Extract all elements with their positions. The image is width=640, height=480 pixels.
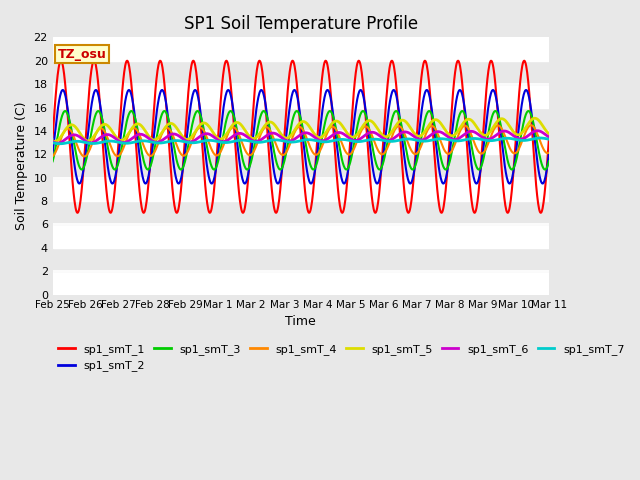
sp1_smT_1 xyxy=(437,209,445,215)
sp1_smT_6 xyxy=(100,132,108,138)
sp1_smT_5 xyxy=(250,136,258,142)
sp1_smT_2 xyxy=(446,151,454,156)
sp1_smT_7 xyxy=(56,141,64,146)
sp1_smT_7 xyxy=(49,140,56,145)
sp1_smT_6 xyxy=(250,138,258,144)
sp1_smT_3 xyxy=(161,108,168,114)
sp1_smT_1 xyxy=(189,58,197,64)
sp1_smT_5 xyxy=(51,139,58,144)
sp1_smT_5 xyxy=(268,120,276,125)
sp1_smT_2 xyxy=(437,175,445,181)
sp1_smT_1 xyxy=(74,210,81,216)
sp1_smT_2 xyxy=(268,156,276,162)
sp1_smT_3 xyxy=(390,109,398,115)
Bar xyxy=(52,61,549,84)
sp1_smT_6 xyxy=(268,130,276,136)
sp1_smT_4 xyxy=(545,150,553,156)
sp1_smT_2 xyxy=(92,87,100,93)
sp1_smT_7 xyxy=(268,137,276,143)
sp1_smT_3 xyxy=(99,121,107,127)
sp1_smT_6 xyxy=(445,135,453,141)
Line: sp1_smT_5: sp1_smT_5 xyxy=(52,118,549,142)
Bar xyxy=(52,37,549,61)
Bar xyxy=(52,271,549,295)
sp1_smT_2 xyxy=(100,131,108,137)
sp1_smT_1 xyxy=(446,135,454,141)
sp1_smT_4 xyxy=(100,128,108,133)
sp1_smT_7 xyxy=(250,139,258,145)
Title: SP1 Soil Temperature Profile: SP1 Soil Temperature Profile xyxy=(184,15,418,33)
sp1_smT_4 xyxy=(390,129,398,134)
Line: sp1_smT_6: sp1_smT_6 xyxy=(52,131,549,143)
sp1_smT_3 xyxy=(545,158,553,164)
Bar xyxy=(52,201,549,225)
sp1_smT_1 xyxy=(545,134,553,140)
Bar xyxy=(52,154,549,178)
Bar xyxy=(52,108,549,131)
sp1_smT_1 xyxy=(49,134,56,140)
sp1_smT_2 xyxy=(545,150,553,156)
sp1_smT_5 xyxy=(531,115,538,121)
Line: sp1_smT_7: sp1_smT_7 xyxy=(52,138,549,144)
sp1_smT_1 xyxy=(250,91,258,96)
sp1_smT_6 xyxy=(49,139,56,144)
X-axis label: Time: Time xyxy=(285,315,316,328)
sp1_smT_3 xyxy=(111,167,118,172)
sp1_smT_1 xyxy=(100,156,108,162)
sp1_smT_5 xyxy=(390,126,398,132)
sp1_smT_4 xyxy=(250,148,258,154)
sp1_smT_2 xyxy=(390,88,398,94)
Line: sp1_smT_1: sp1_smT_1 xyxy=(52,61,549,213)
sp1_smT_7 xyxy=(536,135,544,141)
sp1_smT_6 xyxy=(545,134,553,140)
sp1_smT_4 xyxy=(268,131,276,137)
Bar xyxy=(52,225,549,248)
Bar xyxy=(52,248,549,271)
sp1_smT_7 xyxy=(436,136,444,142)
sp1_smT_4 xyxy=(81,154,88,159)
sp1_smT_2 xyxy=(250,122,258,128)
sp1_smT_2 xyxy=(49,150,56,156)
sp1_smT_3 xyxy=(250,143,258,149)
sp1_smT_6 xyxy=(436,129,444,135)
Legend: sp1_smT_1, sp1_smT_2, sp1_smT_3, sp1_smT_4, sp1_smT_5, sp1_smT_6, sp1_smT_7: sp1_smT_1, sp1_smT_2, sp1_smT_3, sp1_smT… xyxy=(58,344,625,372)
sp1_smT_3 xyxy=(437,155,445,160)
Bar xyxy=(52,84,549,108)
sp1_smT_5 xyxy=(100,121,108,127)
sp1_smT_6 xyxy=(54,140,61,146)
sp1_smT_1 xyxy=(390,67,398,73)
sp1_smT_5 xyxy=(49,138,56,144)
sp1_smT_6 xyxy=(390,135,398,141)
Y-axis label: Soil Temperature (C): Soil Temperature (C) xyxy=(15,102,28,230)
Bar xyxy=(52,178,549,201)
sp1_smT_4 xyxy=(49,153,56,159)
sp1_smT_5 xyxy=(436,120,444,126)
sp1_smT_4 xyxy=(527,122,535,128)
sp1_smT_2 xyxy=(208,180,216,186)
sp1_smT_7 xyxy=(545,136,553,142)
sp1_smT_7 xyxy=(390,138,398,144)
Bar xyxy=(52,131,549,154)
sp1_smT_4 xyxy=(436,137,444,143)
sp1_smT_5 xyxy=(445,132,453,138)
sp1_smT_5 xyxy=(545,131,553,137)
sp1_smT_4 xyxy=(445,151,453,156)
Line: sp1_smT_4: sp1_smT_4 xyxy=(52,125,549,156)
sp1_smT_7 xyxy=(100,139,108,144)
sp1_smT_1 xyxy=(268,192,276,197)
sp1_smT_6 xyxy=(534,128,541,133)
Line: sp1_smT_2: sp1_smT_2 xyxy=(52,90,549,183)
sp1_smT_3 xyxy=(49,158,56,164)
sp1_smT_3 xyxy=(446,159,454,165)
Line: sp1_smT_3: sp1_smT_3 xyxy=(52,111,549,169)
sp1_smT_3 xyxy=(268,139,276,145)
sp1_smT_7 xyxy=(445,137,453,143)
Text: TZ_osu: TZ_osu xyxy=(58,48,106,60)
